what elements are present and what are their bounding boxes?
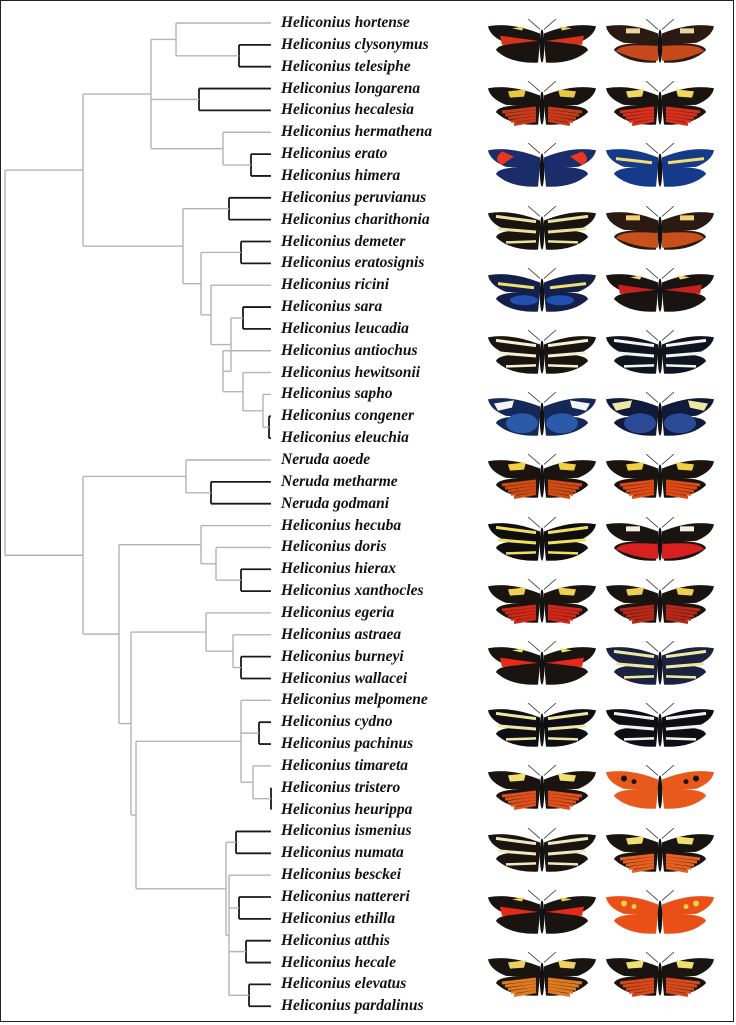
taxon-label: Heliconius himera: [281, 166, 401, 184]
taxon-label: Heliconius numata: [281, 844, 404, 862]
taxon-label: Heliconius sapho: [281, 385, 393, 403]
taxon-label: Heliconius hermathena: [281, 123, 433, 141]
butterfly-photo: [487, 18, 597, 76]
taxon-label: Heliconius tristero: [281, 778, 401, 796]
butterfly-photo: [487, 143, 597, 200]
taxon-label: Heliconius wallacei: [281, 669, 408, 687]
taxon-label: Heliconius telesiphe: [281, 57, 411, 75]
taxon-label: Neruda metharme: [281, 472, 398, 490]
taxon-label: Heliconius leucadia: [281, 319, 409, 337]
taxon-label: Heliconius ismenius: [281, 822, 412, 840]
taxon-label: Heliconius peruvianus: [281, 188, 427, 206]
taxon-label: Heliconius besckei: [281, 866, 402, 884]
butterfly-photo: [605, 454, 715, 511]
butterfly-photo: [487, 765, 597, 822]
butterfly-photo: [605, 205, 715, 263]
butterfly-photo: [487, 329, 597, 387]
tree-branches: [4, 22, 272, 1008]
butterfly-photo: [487, 516, 597, 574]
taxon-label: Heliconius burneyi: [281, 647, 404, 665]
taxon-label: Neruda aoede: [281, 451, 371, 468]
butterfly-photo: [605, 143, 715, 200]
taxon-label: Heliconius elevatus: [281, 975, 407, 993]
butterfly-photo: [605, 391, 715, 449]
butterfly-photo: [605, 18, 715, 76]
taxon-label: Heliconius clysonymus: [281, 35, 429, 53]
butterfly-photo: [487, 889, 597, 947]
taxon-label: Heliconius melpomene: [281, 691, 428, 709]
butterfly-photo: [605, 827, 715, 885]
taxon-label: Heliconius egeria: [281, 603, 395, 621]
butterfly-photo: [605, 267, 715, 325]
taxon-label: Neruda godmani: [281, 494, 390, 512]
taxon-label: Heliconius doris: [281, 538, 387, 556]
butterfly-photo: [487, 640, 597, 698]
butterfly-photo: [605, 80, 715, 138]
taxon-label: Heliconius erato: [281, 145, 388, 163]
butterfly-photo: [487, 205, 597, 263]
taxon-label: Heliconius congener: [281, 407, 415, 425]
taxon-label: Heliconius pachinus: [281, 735, 414, 753]
taxon-label: Heliconius antiochus: [281, 341, 418, 359]
butterfly-photo: [605, 702, 715, 760]
butterfly-photo: [605, 889, 715, 947]
taxon-label: Heliconius ethilla: [281, 909, 396, 927]
taxon-label: Heliconius atthis: [281, 931, 390, 949]
butterfly-photo: [487, 454, 597, 511]
taxon-label: Heliconius longarena: [281, 79, 421, 97]
taxon-label: Heliconius hortense: [281, 14, 410, 31]
taxon-label: Heliconius charithonia: [281, 210, 430, 228]
taxon-label: Heliconius xanthocles: [281, 582, 424, 600]
butterfly-photo: [487, 391, 597, 449]
butterfly-photo: [487, 578, 597, 636]
taxon-label: Heliconius heurippa: [281, 800, 413, 818]
taxon-label: Heliconius hecale: [281, 953, 396, 971]
taxon-label: Heliconius cydno: [281, 713, 393, 731]
taxon-label: Heliconius hecalesia: [281, 101, 415, 119]
butterfly-photo: [605, 578, 715, 636]
taxon-label: Heliconius hecuba: [281, 516, 402, 534]
taxon-label: Heliconius eratosignis: [281, 254, 425, 272]
taxon-label: Heliconius eleuchia: [281, 429, 409, 447]
butterfly-photo: [605, 765, 715, 822]
butterfly-photo: [487, 951, 597, 1009]
butterfly-photo: [487, 827, 597, 885]
taxon-label: Heliconius astraea: [281, 625, 402, 643]
butterfly-photo: [605, 516, 715, 574]
taxon-label: Heliconius pardalinus: [281, 997, 424, 1015]
butterfly-photo: [487, 80, 597, 138]
butterfly-photo: [605, 951, 715, 1009]
butterfly-photo: [605, 640, 715, 698]
taxon-label: Heliconius timareta: [281, 756, 409, 774]
taxon-label: Heliconius hewitsonii: [281, 363, 421, 381]
taxon-label: Heliconius nattereri: [281, 888, 410, 905]
butterfly-photo: [605, 329, 715, 387]
butterfly-photo: [487, 702, 597, 760]
taxon-label: Heliconius demeter: [281, 232, 406, 250]
taxon-label: Heliconius hierax: [281, 560, 396, 578]
taxon-label: Heliconius ricini: [281, 276, 390, 294]
butterfly-photo: [487, 267, 597, 325]
taxon-label: Heliconius sara: [281, 298, 383, 316]
